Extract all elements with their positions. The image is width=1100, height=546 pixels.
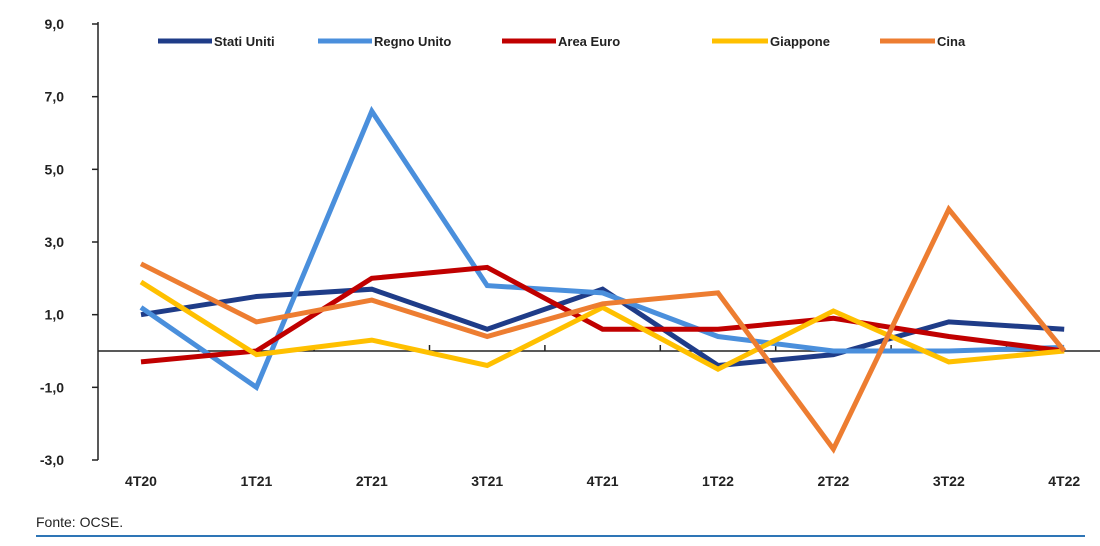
y-tick-label: 5,0 xyxy=(45,161,65,177)
y-tick-label: 7,0 xyxy=(45,89,65,105)
x-tick-label: 4T21 xyxy=(587,473,619,489)
legend: Stati Uniti Regno Unito Area Euro Giappone C… xyxy=(158,34,966,49)
y-tick-label: 9,0 xyxy=(45,16,65,32)
source-note: Fonte: OCSE. xyxy=(36,514,123,530)
series-line-5 xyxy=(139,204,1067,454)
x-axis-ticks: 4T20 1T21 2T21 3T21 4T21 1T22 2T22 3T22 4T22 xyxy=(125,345,1080,489)
x-tick-label: 3T22 xyxy=(933,473,965,489)
x-tick-label: 1T21 xyxy=(240,473,272,489)
legend-label: Giappone xyxy=(770,34,830,49)
legend-label: Regno Unito xyxy=(374,34,451,49)
x-tick-label: 2T22 xyxy=(817,473,849,489)
series-line-2 xyxy=(139,105,1065,392)
y-tick-label: 1,0 xyxy=(45,307,65,323)
x-tick-label: 4T20 xyxy=(125,473,157,489)
legend-label: Stati Uniti xyxy=(214,34,275,49)
series-line-3 xyxy=(140,264,1065,365)
y-tick-label: -3,0 xyxy=(40,452,64,468)
legend-label: Cina xyxy=(937,34,966,49)
legend-label: Area Euro xyxy=(558,34,620,49)
x-tick-label: 4T22 xyxy=(1048,473,1080,489)
chart-axes xyxy=(97,22,1100,460)
series-lines xyxy=(139,105,1067,454)
y-axis-ticks: 9,0 7,0 5,0 3,0 1,0 -1,0 -3,0 xyxy=(40,16,98,468)
x-tick-label: 2T21 xyxy=(356,473,388,489)
x-tick-label: 3T21 xyxy=(471,473,503,489)
y-tick-label: 3,0 xyxy=(45,234,65,250)
x-tick-label: 1T22 xyxy=(702,473,734,489)
series-line-4 xyxy=(139,279,1065,373)
y-tick-label: -1,0 xyxy=(40,379,64,395)
